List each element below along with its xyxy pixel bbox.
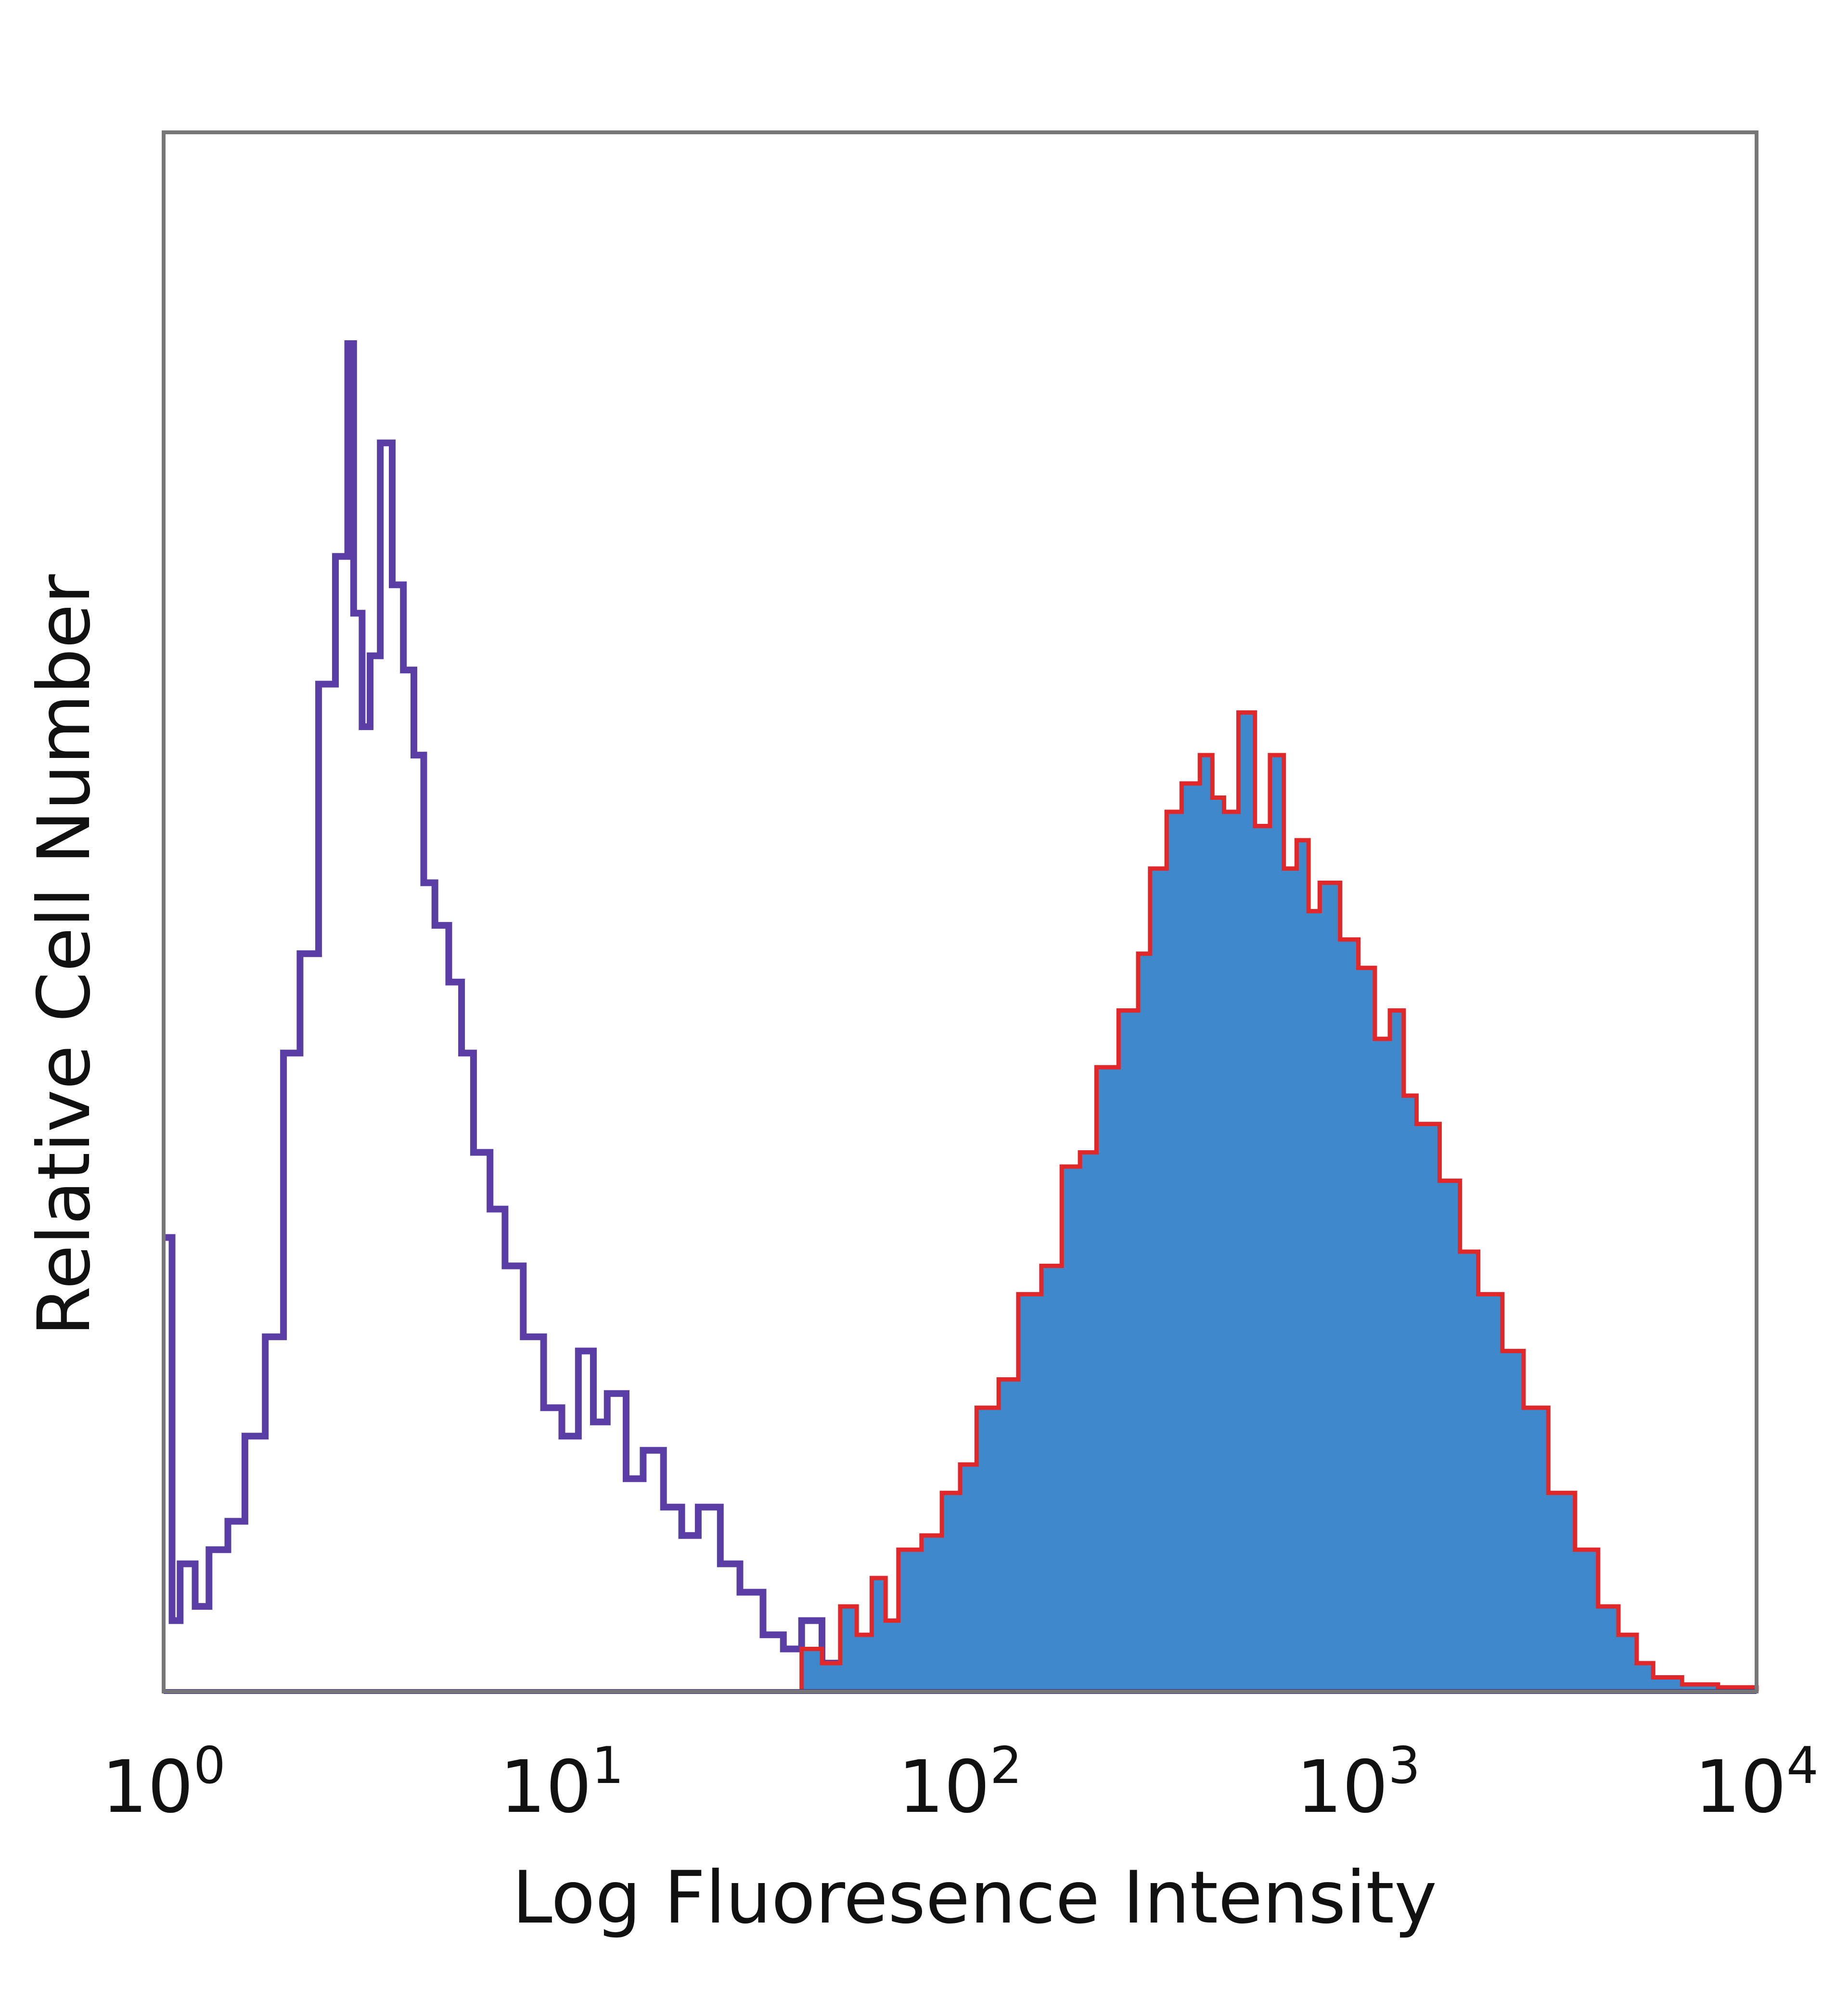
x-tick-label-1: 101 — [500, 1736, 624, 1829]
histogram-edge-1 — [778, 710, 1759, 1694]
series-layer — [164, 340, 1759, 1694]
x-tick-label-0: 100 — [102, 1736, 226, 1829]
x-axis-label: Log Fluoresence Intensity — [512, 1856, 1437, 1940]
x-tick-labels: 100 101 102 103 104 — [102, 1736, 1819, 1829]
x-tick-label-2: 102 — [898, 1736, 1022, 1829]
histogram-fill-1 — [778, 712, 1757, 1692]
histogram-outline-0 — [164, 340, 963, 1692]
y-axis-label: Relative Cell Number — [23, 574, 106, 1336]
plot-frame — [162, 130, 1758, 1693]
x-tick-label-3: 103 — [1296, 1736, 1421, 1829]
x-tick-label-4: 104 — [1694, 1736, 1819, 1829]
